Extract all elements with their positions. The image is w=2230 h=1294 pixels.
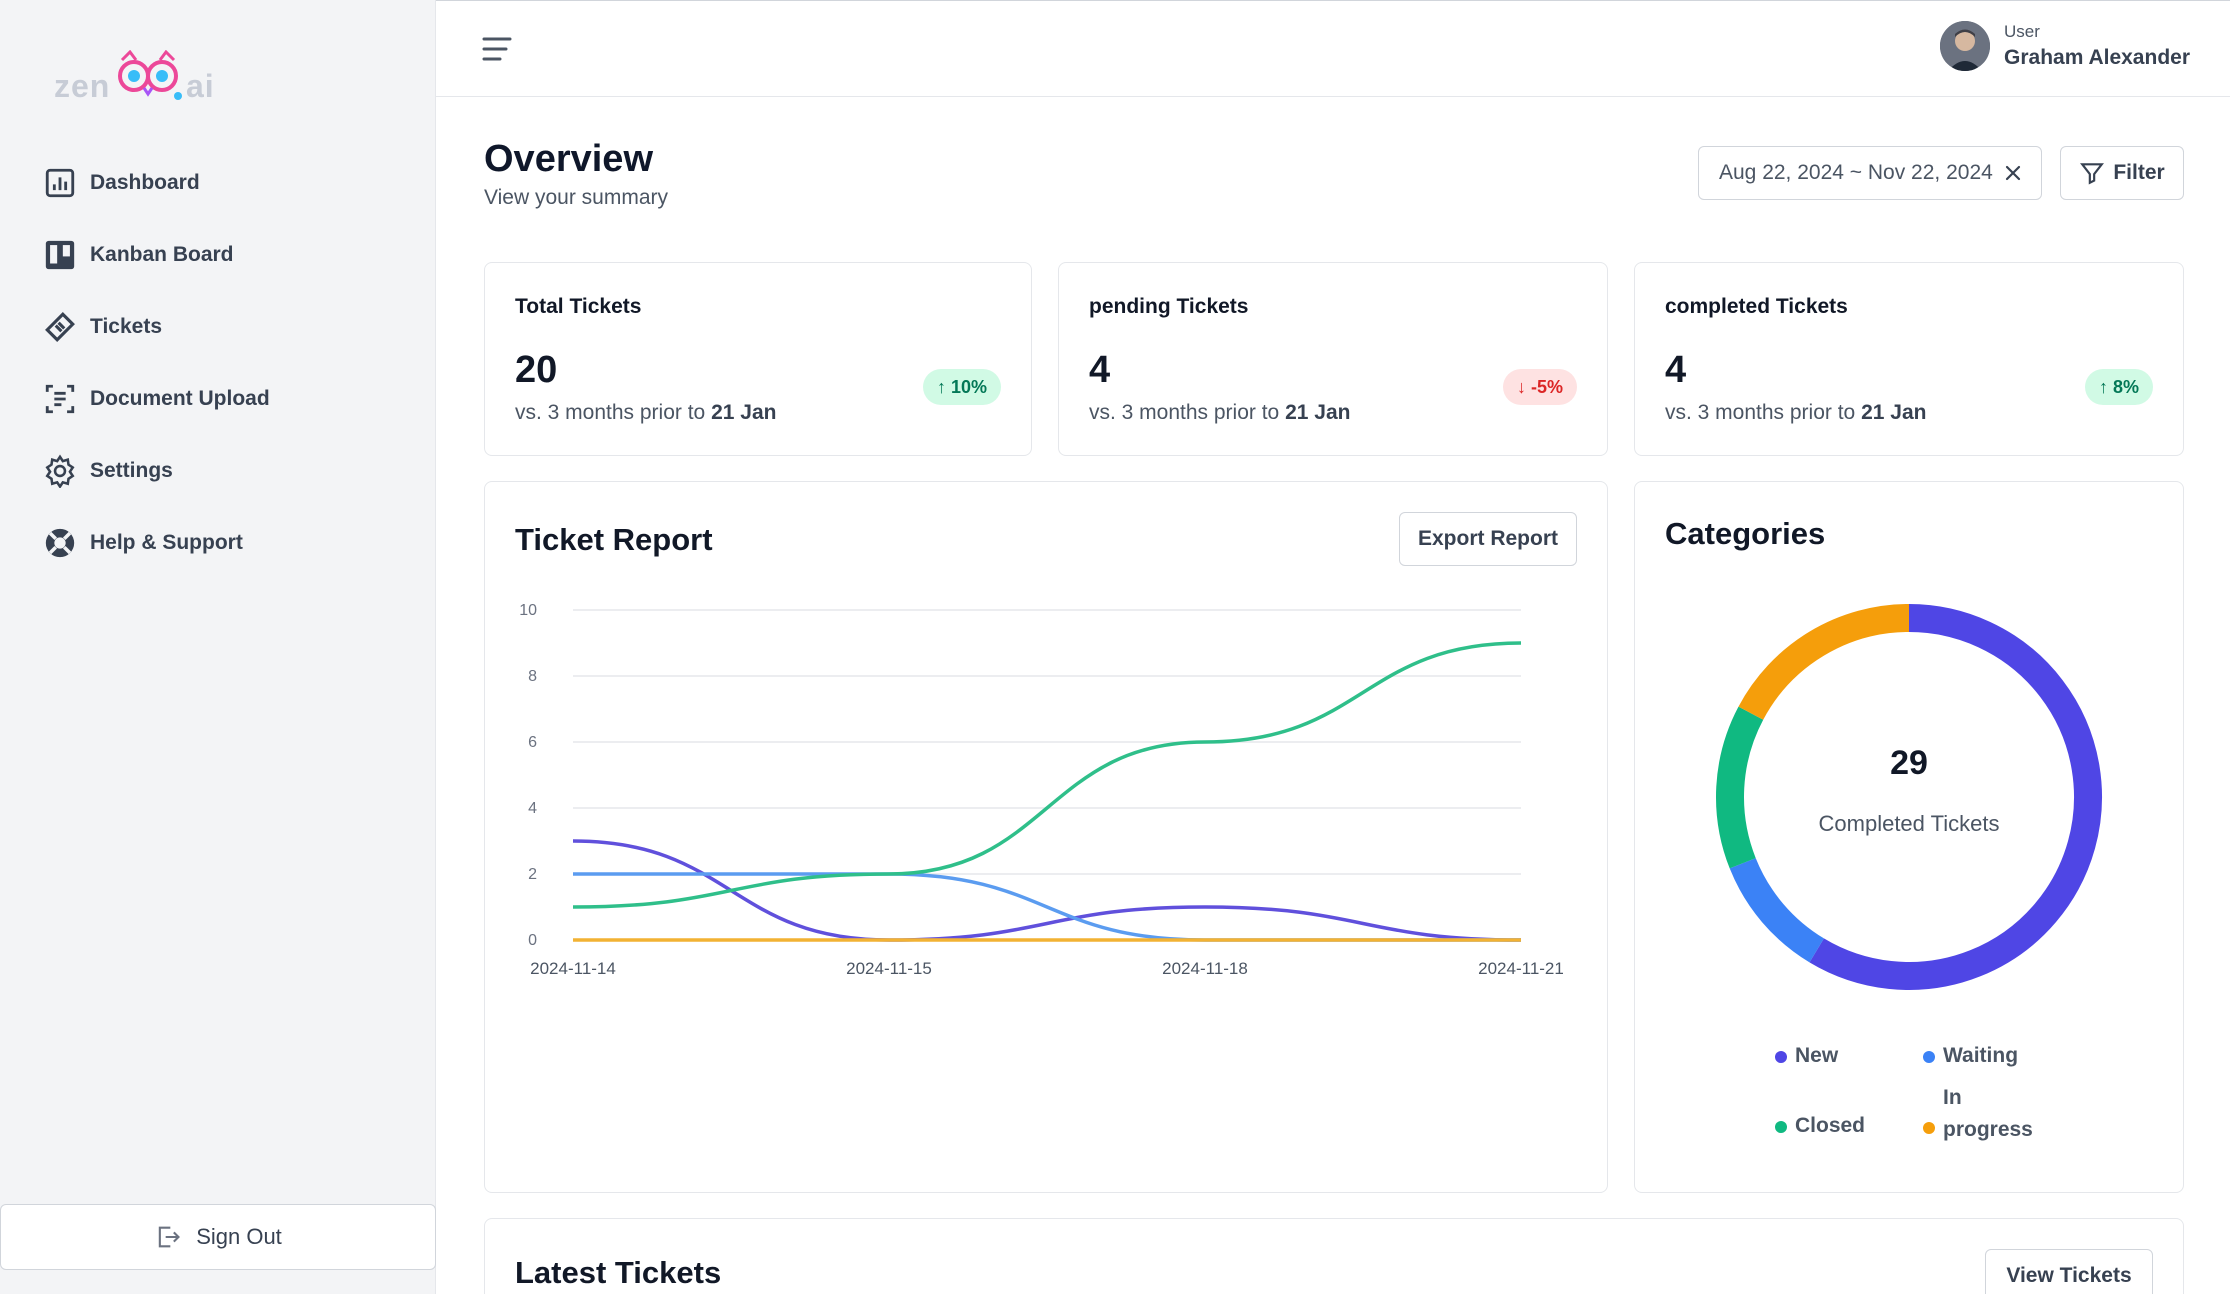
donut-center-label: Completed Tickets <box>1819 811 2000 836</box>
legend-item-waiting[interactable]: Waiting <box>1923 1044 2018 1068</box>
donut-center-value: 29 <box>1890 744 1928 782</box>
sidebar-nav: Dashboard Kanban Board Tickets Document … <box>40 147 400 579</box>
x-tick-label: 2024-11-15 <box>846 959 932 978</box>
y-tick-label: 10 <box>519 602 537 619</box>
sign-out-button[interactable]: Sign Out <box>0 1204 436 1270</box>
series-line <box>573 872 1521 942</box>
user-name: Graham Alexander <box>2004 46 2190 69</box>
view-tickets-button[interactable]: View Tickets <box>1985 1249 2153 1294</box>
donut-slice-closed <box>1716 706 1764 869</box>
avatar <box>1940 21 1991 71</box>
sidebar-item-tickets[interactable]: Tickets <box>40 291 400 363</box>
y-tick-label: 6 <box>528 734 537 751</box>
stat-title: completed Tickets <box>1665 295 1848 318</box>
sidebar-item-label: Document Upload <box>90 387 270 410</box>
owl-logo-icon <box>118 50 182 100</box>
stat-value: 4 <box>1089 349 1111 391</box>
logo-text-left: zen <box>54 68 111 104</box>
ticket-report-chart: 0 2 4 6 8 10 2024-11-14 2024-11-15 2024-11-18 202… <box>519 602 1564 978</box>
sidebar-item-help-support[interactable]: Help & Support <box>40 507 400 579</box>
sidebar-item-settings[interactable]: Settings <box>40 435 400 507</box>
sidebar-item-label: Kanban Board <box>90 243 234 266</box>
filter-button[interactable]: Filter <box>2060 146 2184 200</box>
legend-dot <box>1923 1122 1935 1134</box>
arrow-down-icon: ↓ <box>1516 376 1531 397</box>
legend-dot <box>1775 1051 1787 1063</box>
y-tick-label: 2 <box>528 866 537 883</box>
sidebar-item-label: Dashboard <box>90 171 200 194</box>
top-header: User Graham Alexander <box>436 1 2230 97</box>
categories-title: Categories <box>1665 516 1826 551</box>
sidebar-item-label: Settings <box>90 459 173 482</box>
export-report-button[interactable]: Export Report <box>1399 512 1577 566</box>
stat-comparison: vs. 3 months prior to 21 Jan <box>1089 401 1351 424</box>
gear-icon <box>40 451 80 491</box>
chart-icon <box>40 163 80 203</box>
logo-text-right: ai <box>186 68 215 104</box>
stat-title: pending Tickets <box>1089 295 1249 318</box>
stat-comparison: vs. 3 months prior to 21 Jan <box>515 401 777 424</box>
sidebar: zen ai Dashboard Kanban Board <box>0 0 436 1294</box>
legend-dot <box>1775 1121 1787 1133</box>
sign-out-icon <box>158 1226 181 1248</box>
page-title: Overview <box>484 138 653 180</box>
stat-card-total: Total Tickets 20 vs. 3 months prior to 2… <box>484 262 1032 456</box>
arrow-up-icon: ↑ <box>936 376 951 397</box>
change-badge: ↑ 10% <box>922 369 1001 405</box>
page-subtitle: View your summary <box>484 186 668 209</box>
stat-value: 20 <box>515 349 558 391</box>
sidebar-item-kanban-board[interactable]: Kanban Board <box>40 219 400 291</box>
y-tick-label: 0 <box>528 932 537 949</box>
stat-title: Total Tickets <box>515 295 642 318</box>
main-content: Overview View your summary Aug 22, 2024 … <box>436 98 2230 1294</box>
ticket-icon <box>40 307 80 347</box>
filter-icon <box>2080 163 2105 185</box>
legend-dot <box>1923 1051 1935 1063</box>
series-line <box>572 839 1522 942</box>
change-badge: ↑ 8% <box>2084 369 2153 405</box>
x-tick-label: 2024-11-14 <box>530 959 616 978</box>
filter-label: Filter <box>2113 161 2165 184</box>
user-role: User <box>2004 22 2040 41</box>
y-tick-label: 8 <box>528 668 537 685</box>
categories-donut-chart: 29 Completed Tickets <box>1716 604 2102 990</box>
kanban-icon <box>40 235 80 275</box>
ticket-report-card: Ticket Report Export Report 0 2 4 6 8 10 2024-… <box>484 481 1608 1193</box>
stat-card-completed: completed Tickets 4 vs. 3 months prior t… <box>1634 262 2184 456</box>
change-badge: ↓ -5% <box>1502 369 1577 405</box>
top-border <box>0 0 2230 1</box>
categories-card: Categories 29 Completed Tickets New Wait… <box>1634 481 2184 1193</box>
y-tick-label: 4 <box>528 800 537 817</box>
legend-item-new[interactable]: New <box>1775 1044 1838 1068</box>
series-line <box>572 641 1522 909</box>
lifebuoy-icon <box>40 523 80 563</box>
stat-card-pending: pending Tickets 4 vs. 3 months prior to … <box>1058 262 1608 456</box>
document-scan-icon <box>40 379 80 419</box>
latest-tickets-card: Latest Tickets View Tickets <box>484 1218 2184 1294</box>
arrow-up-icon: ↑ <box>2098 376 2113 397</box>
close-icon[interactable] <box>2001 161 2025 185</box>
sidebar-item-dashboard[interactable]: Dashboard <box>40 147 400 219</box>
ticket-report-title: Ticket Report <box>515 522 713 557</box>
donut-slice-waiting <box>1729 857 1825 963</box>
date-range-value: Aug 22, 2024 ~ Nov 22, 2024 <box>1719 161 1993 184</box>
menu-icon[interactable] <box>480 31 520 67</box>
legend-item-closed[interactable]: Closed <box>1775 1114 1865 1138</box>
sign-out-label: Sign Out <box>196 1224 282 1249</box>
legend-item-in-progress[interactable]: In progress <box>1923 1082 2033 1146</box>
latest-tickets-title: Latest Tickets <box>515 1255 722 1290</box>
donut-slice-in-progress <box>1738 604 1910 720</box>
sidebar-item-label: Help & Support <box>90 531 243 554</box>
donut-slice-new <box>1809 604 2102 990</box>
sidebar-item-document-upload[interactable]: Document Upload <box>40 363 400 435</box>
logo[interactable]: zen ai <box>52 50 222 110</box>
x-tick-label: 2024-11-21 <box>1478 959 1564 978</box>
stat-comparison: vs. 3 months prior to 21 Jan <box>1665 401 1927 424</box>
sidebar-item-label: Tickets <box>90 315 162 338</box>
stat-value: 4 <box>1665 349 1687 391</box>
x-tick-label: 2024-11-18 <box>1162 959 1248 978</box>
user-menu[interactable]: User Graham Alexander <box>1940 21 2190 71</box>
date-range-picker[interactable]: Aug 22, 2024 ~ Nov 22, 2024 <box>1698 146 2042 200</box>
